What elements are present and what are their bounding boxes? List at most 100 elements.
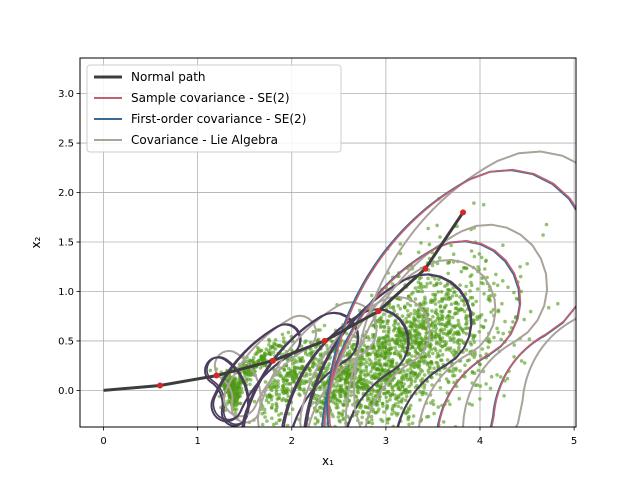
scatter-point <box>408 336 413 341</box>
scatter-point <box>284 378 289 383</box>
scatter-point <box>318 328 322 332</box>
scatter-point <box>409 382 413 387</box>
scatter-point <box>380 369 384 373</box>
scatter-point <box>405 368 410 373</box>
scatter-point <box>362 362 366 366</box>
scatter-point <box>429 337 434 342</box>
scatter-point <box>284 398 288 402</box>
scatter-point <box>434 360 439 365</box>
scatter-point <box>468 274 473 279</box>
scatter-point <box>303 340 307 345</box>
scatter-point <box>371 350 375 355</box>
legend-label: Sample covariance - SE(2) <box>131 91 290 105</box>
scatter-point <box>313 345 318 350</box>
scatter-point <box>437 318 442 323</box>
scatter-point <box>308 387 313 391</box>
scatter-point <box>277 392 282 397</box>
scatter-point <box>432 411 436 416</box>
scatter-point <box>269 405 274 410</box>
scatter-point <box>387 342 392 347</box>
scatter-point <box>459 298 464 303</box>
scatter-point <box>476 265 481 269</box>
scatter-point <box>313 422 318 426</box>
scatter-point <box>372 362 376 366</box>
scatter-point <box>251 356 256 360</box>
scatter-point <box>370 417 374 422</box>
scatter-point <box>377 407 381 411</box>
lie-algebra-ellipse <box>344 223 549 427</box>
scatter-point <box>417 325 422 330</box>
scatter-point <box>433 277 437 281</box>
scatter-point <box>256 360 260 364</box>
scatter-point <box>362 410 366 414</box>
scatter-point <box>413 339 418 344</box>
scatter-point <box>395 333 399 338</box>
scatter-point <box>369 293 374 298</box>
scatter-point <box>390 359 395 364</box>
scatter-point <box>461 330 466 335</box>
x-tick-label: 3 <box>383 436 389 447</box>
scatter-point <box>251 358 255 363</box>
scatter-point <box>253 352 258 357</box>
scatter-point <box>316 408 320 413</box>
scatter-point <box>289 370 293 375</box>
scatter-point <box>333 424 337 427</box>
scatter-point <box>302 374 307 378</box>
scatter-point <box>324 343 329 348</box>
scatter-point <box>378 372 383 377</box>
scatter-point <box>423 359 428 363</box>
scatter-point <box>469 280 473 285</box>
scatter-point <box>386 334 391 339</box>
scatter-point <box>369 445 373 449</box>
scatter-point <box>400 314 405 318</box>
scatter-point <box>412 308 417 313</box>
scatter-point <box>478 384 483 388</box>
scatter-point <box>286 423 290 427</box>
scatter-point <box>382 325 387 330</box>
scatter-point <box>367 420 372 425</box>
scatter-point <box>282 382 287 387</box>
scatter-point <box>358 364 362 369</box>
scatter-point <box>480 347 485 351</box>
scatter-point <box>420 377 425 381</box>
scatter-point <box>482 292 486 296</box>
scatter-point <box>363 357 367 362</box>
scatter-point <box>478 354 483 358</box>
scatter-point <box>367 357 371 361</box>
scatter-point <box>381 371 386 376</box>
scatter-point <box>411 323 415 327</box>
legend-label: Covariance - Lie Algebra <box>131 133 278 147</box>
scatter-point <box>458 283 462 287</box>
scatter-point <box>346 374 351 379</box>
mean-point <box>213 372 220 379</box>
scatter-point <box>448 402 452 407</box>
scatter-point <box>426 414 431 419</box>
scatter-point <box>474 299 479 304</box>
scatter-point <box>378 363 383 368</box>
scatter-point <box>276 373 280 377</box>
scatter-point <box>371 335 375 340</box>
scatter-point <box>358 368 363 372</box>
scatter-point <box>501 331 506 336</box>
lie-algebra-ellipse <box>299 295 431 427</box>
scatter-point <box>414 350 419 355</box>
scatter-point <box>362 372 367 377</box>
scatter-point <box>428 317 433 322</box>
scatter-point <box>368 352 373 357</box>
scatter-point <box>546 305 551 310</box>
scatter-point <box>411 290 415 295</box>
scatter-point <box>425 307 430 311</box>
scatter-point <box>525 262 529 266</box>
scatter-point <box>416 309 420 313</box>
y-tick-label: 0.5 <box>58 336 74 347</box>
scatter-point <box>323 370 327 375</box>
scatter-point <box>451 252 456 256</box>
scatter-point <box>342 402 346 407</box>
scatter-point <box>386 383 391 388</box>
scatter-point <box>431 325 436 330</box>
scatter-point <box>455 340 460 345</box>
scatter-point <box>318 411 323 415</box>
scatter-point <box>262 410 267 415</box>
scatter-point <box>265 419 269 423</box>
scatter-point <box>337 378 342 383</box>
